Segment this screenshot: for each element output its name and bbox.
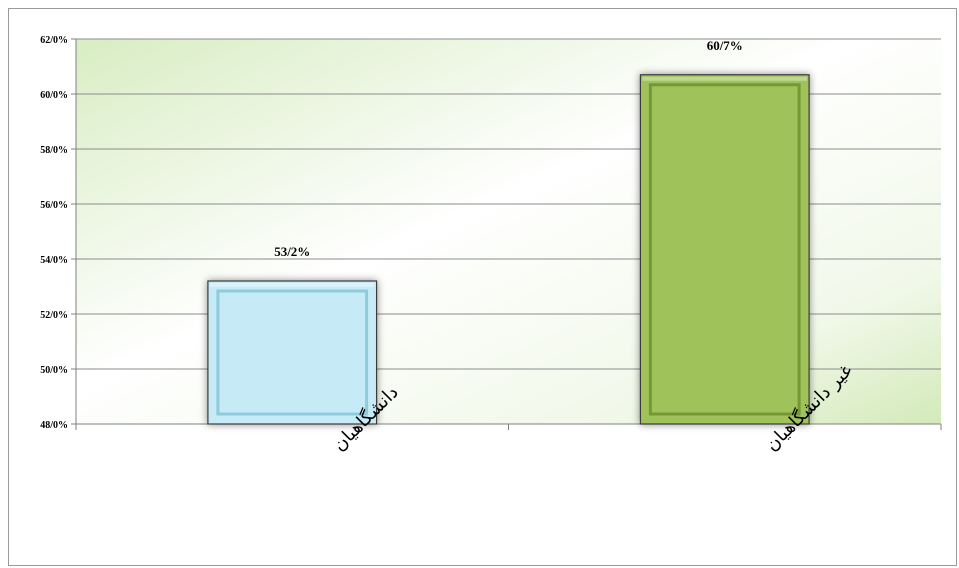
bar-group	[207, 280, 378, 425]
y-tick-label: 60/0%	[40, 90, 68, 101]
data-label: 53/2%	[274, 244, 310, 259]
bar	[207, 280, 378, 425]
bar-highlight	[209, 283, 375, 287]
bar-highlight	[642, 76, 808, 81]
plot-area-background	[76, 39, 941, 424]
y-tick-label: 54/0%	[40, 255, 68, 266]
bars	[207, 74, 810, 425]
y-tick-label: 50/0%	[40, 365, 68, 376]
y-tick-label: 52/0%	[40, 310, 68, 321]
y-tick-label: 58/0%	[40, 145, 68, 156]
bar-group	[639, 74, 810, 425]
data-label: 60/7%	[707, 38, 743, 53]
y-tick-label: 56/0%	[40, 200, 68, 211]
bar-bevel	[648, 83, 801, 416]
y-tick-label: 48/0%	[40, 420, 68, 431]
bar	[639, 74, 810, 425]
bar-bevel	[216, 289, 369, 416]
y-tick-label: 62/0%	[40, 35, 68, 46]
